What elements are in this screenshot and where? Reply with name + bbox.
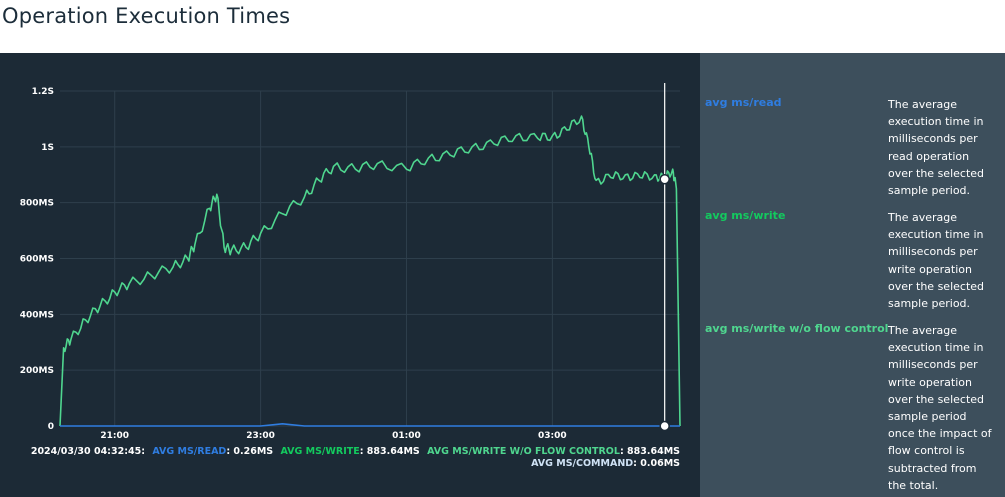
- x-tick-label: 01:00: [392, 431, 421, 441]
- tooltip-wo-flow-value: : 883.64MS: [619, 446, 680, 457]
- series-line-write: [59, 115, 681, 427]
- page-title: Operation Execution Times: [2, 4, 291, 28]
- y-tick-label: 0: [48, 422, 54, 432]
- execution-times-chart[interactable]: 1.2S 1S 800MS 600MS 400MS 200MS 0 21:00 23:00 01:…: [0, 53, 700, 497]
- tooltip-command-label: AVG MS/COMMAND: [531, 458, 634, 469]
- y-tick-label: 200MS: [20, 366, 54, 376]
- legend-desc-read: The average execution time in milliseconds…: [888, 98, 985, 198]
- y-tick-label: 1.2S: [32, 87, 54, 97]
- tooltip-wo-flow-label: AVG MS/WRITE W/O FLOW CONTROL: [427, 446, 620, 457]
- legend-desc-write: The average execution time in milliseconds…: [888, 211, 985, 311]
- y-tick-label: 800MS: [20, 199, 54, 209]
- series-line-read: [60, 423, 680, 427]
- y-tick-label: 600MS: [20, 255, 54, 265]
- x-tick-label: 03:00: [538, 431, 567, 441]
- tooltip-write-label: AVG MS/WRITE: [280, 446, 360, 457]
- y-tick-label: 1S: [41, 143, 54, 153]
- legend-desc-write-wo-flow: The average execution time in milliseconds…: [888, 324, 992, 492]
- tooltip-timestamp: 2024/03/30 04:32:45:: [30, 446, 146, 457]
- legend-name-read[interactable]: avg ms/read: [705, 96, 782, 109]
- legend-name-write-wo-flow[interactable]: avg ms/write w/o flow control: [705, 322, 889, 335]
- legend-panel: avg ms/read The average execution time in…: [700, 53, 1005, 497]
- legend-name-write[interactable]: avg ms/write: [705, 209, 786, 222]
- tooltip-command-value: : 0.06MS: [633, 458, 680, 469]
- tooltip-line-2: AVG MS/COMMAND: 0.06MS: [531, 458, 680, 469]
- chart-panel[interactable]: 1.2S 1S 800MS 600MS 400MS 200MS 0 21:00 23:00 01:…: [0, 53, 700, 497]
- y-tick-label: 400MS: [20, 310, 54, 320]
- tooltip-read-label: AVG MS/READ: [152, 446, 227, 457]
- tooltip-write-value: : 883.64MS: [359, 446, 420, 457]
- tooltip-read-value: : 0.26MS: [226, 446, 274, 457]
- x-tick-label: 21:00: [100, 431, 129, 441]
- hover-point-read: [659, 420, 670, 432]
- hover-point-write: [659, 173, 670, 185]
- x-tick-label: 23:00: [246, 431, 275, 441]
- tooltip-line-1: 2024/03/30 04:32:45: AVG MS/READ: 0.26MS…: [31, 446, 680, 457]
